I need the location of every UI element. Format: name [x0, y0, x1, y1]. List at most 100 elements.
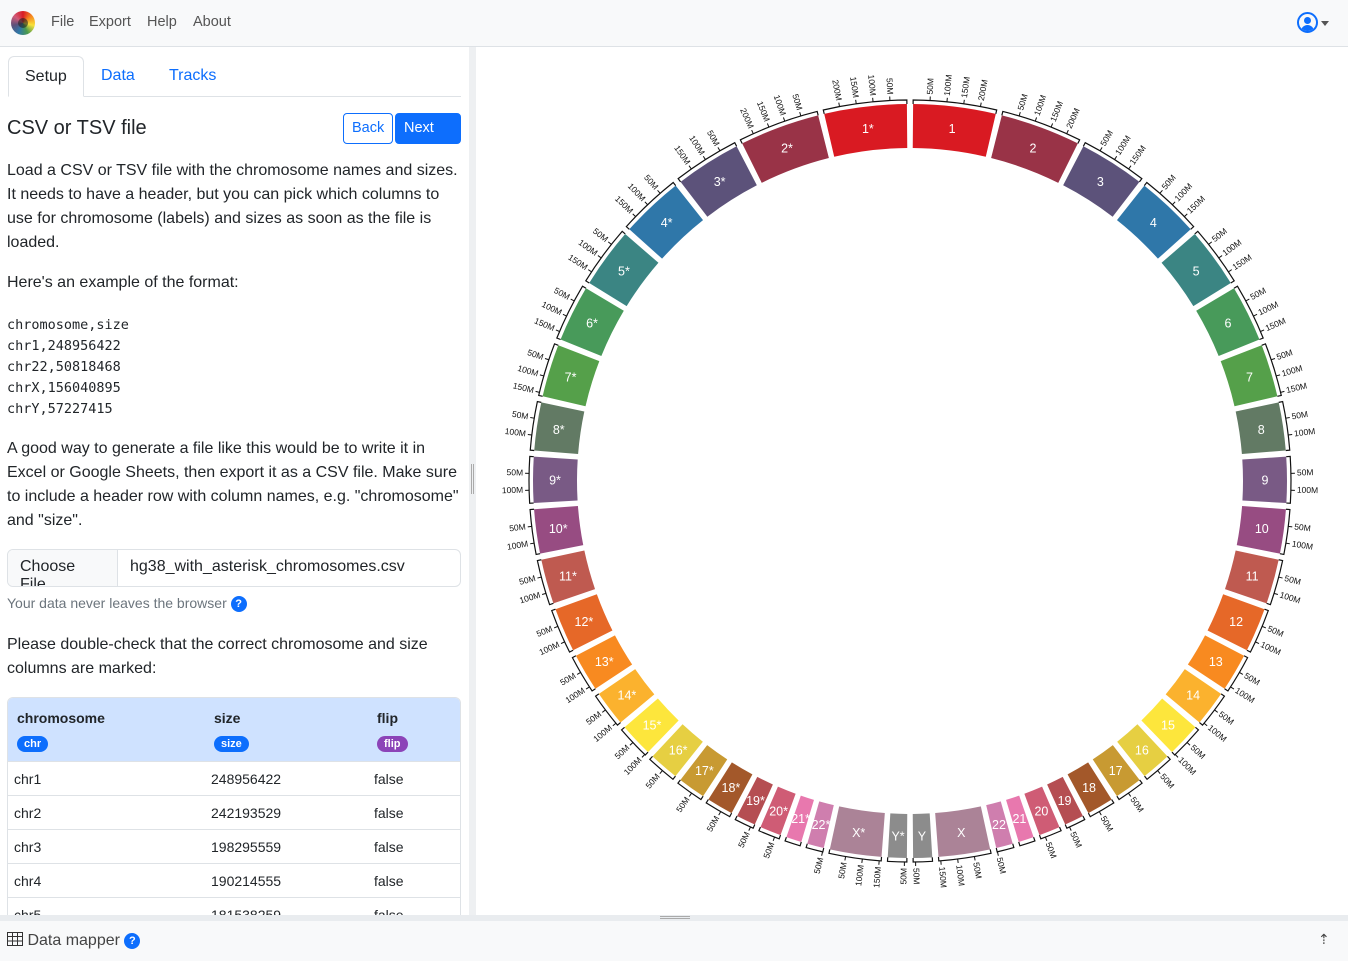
- chromosome-segment-11[interactable]: [1224, 550, 1279, 604]
- menu-file[interactable]: File: [51, 14, 75, 30]
- chromosome-segment-13[interactable]: [1187, 635, 1245, 689]
- badge-chr[interactable]: chr: [17, 736, 49, 752]
- chromosome-segment-14[interactable]: [1165, 669, 1222, 723]
- tick-label: 100M: [866, 74, 878, 96]
- badge-flip[interactable]: flip: [377, 736, 408, 752]
- chromosome-segment-12*[interactable]: [555, 594, 613, 651]
- chromosome-segment-12[interactable]: [1207, 594, 1265, 651]
- file-input[interactable]: Choose File hg38_with_asterisk_chromosom…: [7, 549, 461, 587]
- tick-label: 150M: [848, 76, 861, 98]
- axis-line: [1286, 455, 1292, 504]
- chromosome-segment-17[interactable]: [1092, 745, 1140, 797]
- chromosome-segment-15*[interactable]: [624, 698, 679, 753]
- chromosome-segment-11*[interactable]: [541, 550, 596, 604]
- chromosome-segment-13*[interactable]: [575, 635, 633, 689]
- next-button[interactable]: Next →: [395, 113, 461, 152]
- chromosome-label: 8: [1258, 423, 1265, 437]
- choose-file-button[interactable]: Choose File: [8, 550, 118, 586]
- tick-mark: [629, 742, 634, 746]
- chromosome-segment-15[interactable]: [1141, 698, 1196, 753]
- chromosome-segment-17*[interactable]: [680, 745, 728, 797]
- tick-mark: [1159, 189, 1163, 194]
- menu-export[interactable]: Export: [89, 14, 131, 30]
- chromosome-segment-22[interactable]: [986, 801, 1013, 848]
- tick-label: 50M: [511, 409, 529, 422]
- chromosome-segment-18[interactable]: [1067, 762, 1112, 814]
- chromosome-segment-Y*[interactable]: [887, 813, 908, 858]
- menu-help[interactable]: Help: [147, 14, 177, 30]
- chromosome-segment-3[interactable]: [1063, 146, 1140, 217]
- menu-about[interactable]: About: [193, 14, 231, 30]
- chromosome-label: 9*: [549, 473, 561, 487]
- axis-line: [536, 559, 554, 606]
- tick-mark: [855, 99, 857, 104]
- axis-line: [1144, 755, 1172, 781]
- chromosome-segment-2*[interactable]: [742, 115, 829, 183]
- chromosome-segment-16*[interactable]: [652, 724, 703, 777]
- tick-mark: [539, 374, 544, 377]
- tick-label: 50M: [591, 226, 610, 244]
- tab-tracks[interactable]: Tracks: [169, 67, 217, 84]
- tick-mark: [1018, 111, 1021, 117]
- tick-mark: [782, 117, 786, 122]
- tick-label: 100M: [1172, 181, 1194, 203]
- bottom-resize-handle[interactable]: [0, 915, 1348, 921]
- tick-label: 100M: [1113, 133, 1133, 156]
- chromosome-segment-X[interactable]: [935, 806, 991, 857]
- chromosome-segment-8*[interactable]: [534, 402, 585, 455]
- chromosome-segment-16[interactable]: [1117, 724, 1168, 777]
- help-icon[interactable]: ?: [124, 932, 141, 949]
- chromosome-segment-18*[interactable]: [708, 762, 753, 814]
- chromosome-label: 18*: [722, 781, 741, 795]
- chromosome-segment-Y[interactable]: [912, 813, 933, 858]
- chromosome-segment-9[interactable]: [1242, 456, 1287, 504]
- chromosome-label: 15: [1161, 718, 1175, 732]
- tick-label: 100M: [563, 685, 586, 705]
- caret-down-icon[interactable]: [1321, 21, 1329, 30]
- chromosome-segment-21*[interactable]: [786, 795, 814, 842]
- chromosome-segment-5*[interactable]: [589, 233, 659, 307]
- expand-icon[interactable]: ⇡: [1318, 931, 1330, 947]
- chromosome-segment-1[interactable]: [912, 104, 996, 157]
- tick-mark: [587, 269, 592, 273]
- back-button[interactable]: Back: [343, 113, 394, 144]
- chromosome-segment-20[interactable]: [1024, 786, 1060, 836]
- chromosome-segment-21[interactable]: [1006, 795, 1034, 842]
- chromosome-segment-5[interactable]: [1161, 233, 1231, 307]
- chromosome-segment-14*[interactable]: [598, 669, 655, 723]
- chromosome-segment-19*[interactable]: [737, 776, 773, 825]
- tick-mark: [1278, 576, 1283, 579]
- tick-mark: [1050, 123, 1054, 128]
- chromosome-segment-2[interactable]: [991, 115, 1078, 183]
- tick-label: 150M: [937, 866, 949, 888]
- chromosome-segment-4[interactable]: [1116, 185, 1191, 259]
- badge-size[interactable]: size: [214, 736, 249, 752]
- chromosome-segment-7[interactable]: [1220, 345, 1278, 407]
- chromosome-segment-10[interactable]: [1236, 505, 1286, 554]
- tick-label: 50M: [736, 830, 752, 849]
- chromosome-segment-4*[interactable]: [629, 185, 704, 259]
- user-account-icon[interactable]: [1297, 12, 1318, 33]
- chromosome-segment-8[interactable]: [1235, 402, 1286, 455]
- chromosome-segment-22*[interactable]: [807, 801, 834, 848]
- help-icon[interactable]: ?: [230, 596, 247, 613]
- tick-mark: [1208, 241, 1213, 245]
- chromosome-segment-6*[interactable]: [560, 288, 624, 357]
- tab-setup[interactable]: Setup: [8, 56, 84, 97]
- tab-data[interactable]: Data: [101, 67, 135, 84]
- chromosome-segment-10*[interactable]: [534, 505, 584, 554]
- tick-mark: [1273, 592, 1279, 596]
- app-logo[interactable]: [11, 11, 35, 35]
- chromosome-label: 5: [1193, 264, 1200, 278]
- chromosome-segment-20*[interactable]: [760, 786, 796, 836]
- panel-resize-handle[interactable]: [469, 47, 476, 915]
- chromosome-segment-3*[interactable]: [680, 146, 757, 217]
- chromosome-segment-19[interactable]: [1047, 776, 1083, 825]
- chromosome-segment-6[interactable]: [1196, 288, 1260, 357]
- chromosome-segment-X*[interactable]: [829, 806, 885, 857]
- chromosome-segment-7*[interactable]: [542, 345, 600, 407]
- chromosome-segment-9*[interactable]: [533, 456, 578, 504]
- header-chromosome: chromosome: [17, 710, 105, 726]
- chromosome-segment-1*[interactable]: [824, 104, 908, 157]
- data-mapper-title[interactable]: Data mapper ?: [7, 932, 141, 950]
